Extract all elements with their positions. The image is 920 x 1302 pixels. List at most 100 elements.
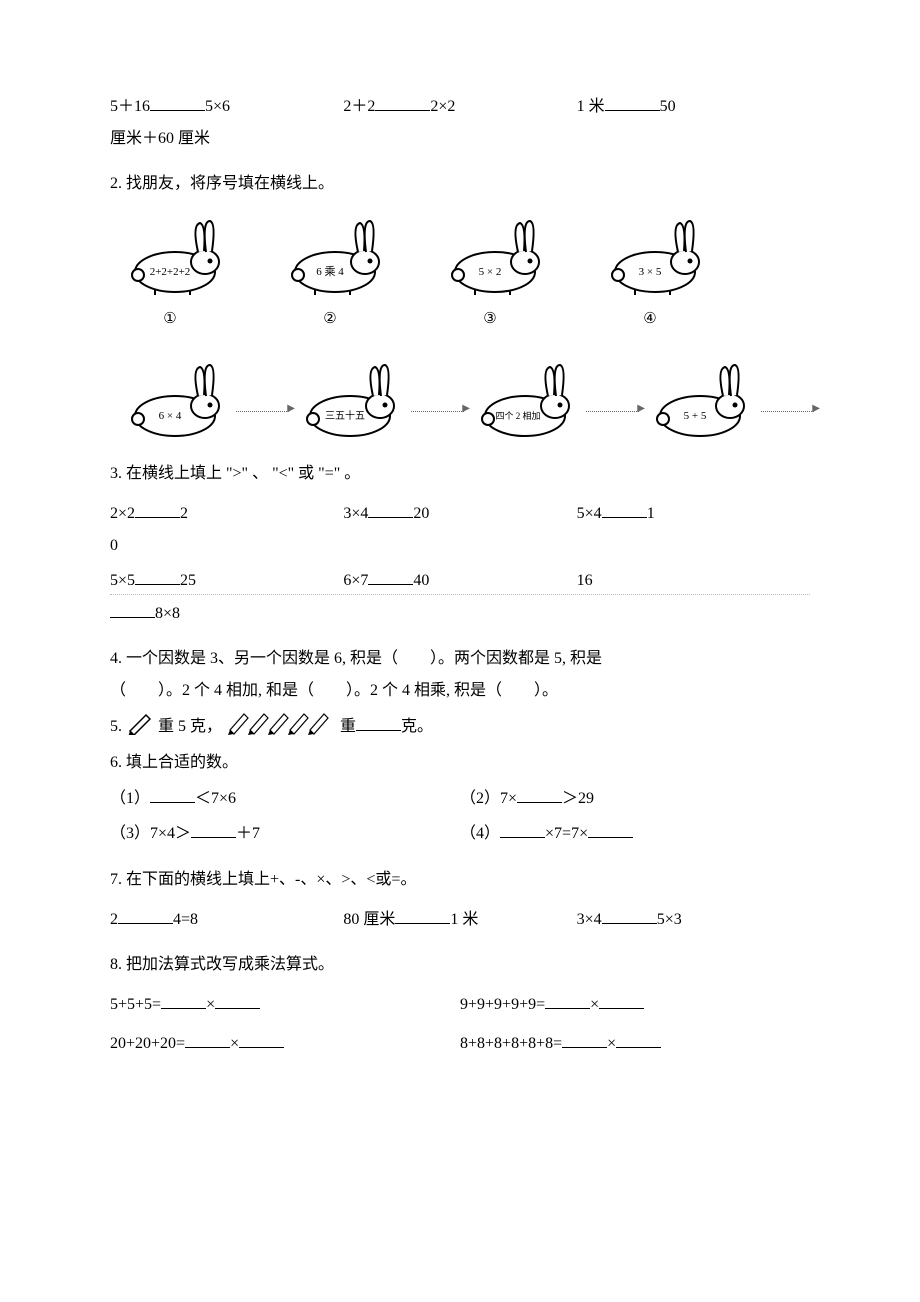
blank[interactable] [185,1031,230,1048]
rabbit-icon: 5 × 2 [430,217,550,297]
q8-title: 8. 把加法算式改写成乘法算式。 [110,952,810,978]
blank[interactable] [500,821,545,838]
blank[interactable] [239,1031,284,1048]
expr-right: 1 [647,505,655,522]
blank[interactable] [356,714,401,731]
q6-title: 6. 填上合适的数。 [110,750,810,776]
q8-item: 8+8+8+8+8+8=× [460,1031,810,1057]
blank[interactable] [602,501,647,518]
blank[interactable] [118,907,173,924]
q3-item: 2×2 2 [110,501,343,527]
blank[interactable] [110,601,155,618]
expr-right: 8×8 [155,605,180,622]
rabbit-label: 三五十五 [325,409,365,422]
q3-row1: 2×2 2 3×420 5×4 1 [110,501,810,527]
expr-left: 6×7 [343,572,368,589]
expr-right: 20 [413,505,429,522]
blank[interactable] [375,94,430,111]
rabbit-icon: 四个 2 相加 [460,361,590,441]
num: （3） [110,825,150,842]
rabbit-num: ① [110,307,230,331]
rabbit-label: 6 × 4 [159,410,182,422]
q6-row2: （3）7×4＞＋7 （4）×7=7× [110,821,810,847]
rabbit-label: 5 × 2 [479,266,502,278]
q6-item-2: （2）7×＞29 [460,786,810,812]
after: ＜7×6 [195,790,236,807]
blank[interactable] [602,907,657,924]
q7-item: 3×4 5×3 [577,907,810,933]
left: 80 厘米 [343,911,395,928]
q1-row: 5＋16 5×6 2＋22×2 1 米 50 [110,94,810,120]
q3-item: 6×7 40 [343,568,576,594]
q3-row1-tail: 0 [110,533,810,559]
connector-line [411,411,464,412]
expr-right: 40 [413,572,429,589]
q5-mid1: 重 5 克， [158,718,222,735]
num: （1） [110,790,150,807]
num: （4） [460,825,500,842]
num: （2） [460,790,500,807]
connector-line [236,411,289,412]
blank[interactable] [562,1031,607,1048]
rabbit-item: 3 × 5 ④ [590,217,710,332]
blank[interactable] [215,992,260,1009]
q1-left-1: 5＋16 [110,98,150,115]
blank[interactable] [150,94,205,111]
connector-line [761,411,814,412]
q1-item-1: 5＋16 5×6 [110,94,343,120]
blank[interactable] [135,501,180,518]
q1-left-3: 1 米 [577,98,605,115]
q1-item-2: 2＋22×2 [343,94,576,120]
blank[interactable] [605,94,660,111]
expr: 20+20+20= [110,1035,185,1052]
expr-left: 5×5 [110,572,135,589]
q3-item: 5×4 1 [577,501,810,527]
expr: 8+8+8+8+8+8= [460,1035,562,1052]
q1-left-2: 2＋2 [343,98,375,115]
expr: 9+9+9+9+9= [460,996,545,1013]
blank[interactable] [150,786,195,803]
blank[interactable] [616,1031,661,1048]
pencil-icon [126,711,154,744]
right: 1 米 [450,911,478,928]
left: 3×4 [577,911,602,928]
rabbit-icon: 3 × 5 [590,217,710,297]
blank[interactable] [135,568,180,585]
q5-prefix: 5. [110,718,122,735]
blank[interactable] [161,992,206,1009]
q8-row1: 5+5+5=× 9+9+9+9+9=× [110,992,810,1018]
blank[interactable] [368,501,413,518]
q3-item: 3×420 [343,501,576,527]
mid: ×7=7× [545,825,588,842]
expr-left: 2×2 [110,505,135,522]
q2-top-row: 2+2+2+2 ① 6 乘 4 ② 5 × 2 ③ [110,217,810,332]
rabbit-label: 2+2+2+2 [150,266,191,278]
rabbit-icon: 6 乘 4 [270,217,390,297]
q1-line2: 厘米＋60 厘米 [110,126,810,152]
rabbit-label: 5 + 5 [684,410,707,422]
q8-item: 5+5+5=× [110,992,460,1018]
left: 2 [110,911,118,928]
q3-row2: 5×525 6×740 16 [110,568,810,595]
q6-row1: （1） ＜7×6 （2）7×＞29 [110,786,810,812]
q7-item: 24=8 [110,907,343,933]
blank[interactable] [588,821,633,838]
blank[interactable] [395,907,450,924]
q1-right-1: 5×6 [205,98,230,115]
blank[interactable] [599,992,644,1009]
right: 5×3 [657,911,682,928]
expr-right: 25 [180,572,196,589]
q7-title: 7. 在下面的横线上填上+、-、×、>、<或=。 [110,867,810,893]
rabbit-label: 6 乘 4 [316,265,344,278]
q5-line: 5. 重 5 克， 重克。 [110,710,810,745]
blank[interactable] [191,821,236,838]
q7-row: 24=8 80 厘米 1 米 3×4 5×3 [110,907,810,933]
blank[interactable] [545,992,590,1009]
q6-item-1: （1） ＜7×6 [110,786,460,812]
blank[interactable] [517,786,562,803]
blank[interactable] [368,568,413,585]
q1-right-3: 50 [660,98,676,115]
expr-right: 2 [180,505,188,522]
expr-left: 5×4 [577,505,602,522]
q3-title: 3. 在横线上填上 ">" 、 "<" 或 "=" 。 [110,461,810,487]
